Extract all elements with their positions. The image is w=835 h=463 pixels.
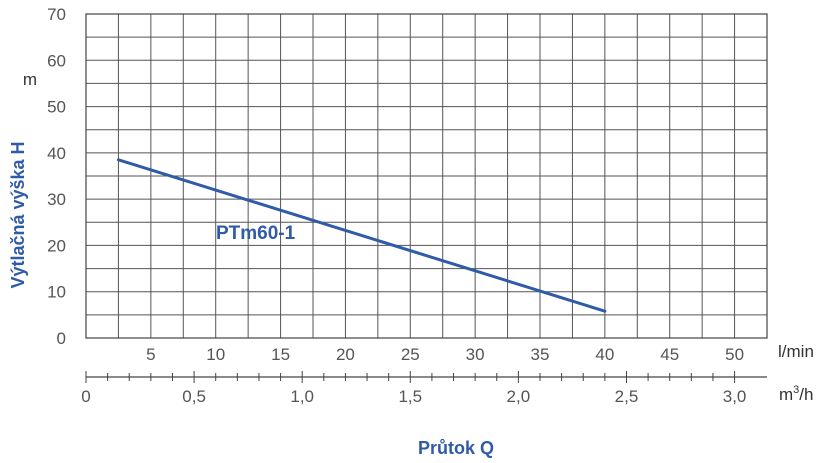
y-axis-ticks: 0 10 20 30 40 50 60 70 (47, 5, 66, 348)
x2-unit-sup: 3 (793, 384, 799, 396)
y-tick-label: 30 (47, 190, 66, 209)
series-line (116, 158, 607, 313)
x-tick-label: 45 (660, 345, 679, 364)
x-tick-label: 20 (336, 345, 355, 364)
x-tick-label: 35 (531, 345, 550, 364)
x-tick-label: 50 (725, 345, 744, 364)
series-label: PTm60-1 (216, 223, 296, 244)
y-unit-label: m (23, 70, 37, 89)
x-axis-title: Průtok Q (418, 438, 494, 458)
x2-unit-tail: /h (799, 385, 813, 404)
grid (85, 13, 768, 339)
x-tick-label: 15 (271, 345, 290, 364)
y-tick-label: 20 (47, 236, 66, 255)
x2-tick-label: 1,5 (398, 387, 422, 406)
y-tick-label: 50 (47, 98, 66, 117)
x2-tick-label: 2,5 (615, 387, 639, 406)
y-tick-label: 60 (47, 51, 66, 70)
series-layer: PTm60-1 (116, 158, 607, 313)
x2-tick-label: 1,0 (290, 387, 314, 406)
secondary-x-axis: 0 0,5 1,0 1,5 2,0 2,5 3,0 (81, 371, 767, 406)
x-tick-label: 25 (401, 345, 420, 364)
x2-unit-label: m3/h (779, 384, 813, 404)
plot-frame (85, 13, 768, 339)
y-axis-title: Výtlačná výška H (8, 141, 28, 288)
y-tick-label: 0 (57, 329, 66, 348)
x2-unit-base: m (779, 385, 793, 404)
x-tick-label: 10 (206, 345, 225, 364)
x2-tick-label: 0,5 (182, 387, 206, 406)
x-tick-label: 40 (595, 345, 614, 364)
x-axis-ticks: 5 10 15 20 25 30 35 40 45 50 (146, 345, 744, 364)
y-tick-label: 70 (47, 5, 66, 24)
y-tick-label: 10 (47, 283, 66, 302)
x2-tick-label: 3,0 (723, 387, 747, 406)
x2-tick-label: 0 (81, 387, 90, 406)
y-tick-label: 40 (47, 144, 66, 163)
x2-tick-label: 2,0 (507, 387, 531, 406)
x-unit-label: l/min (778, 342, 814, 361)
x-tick-label: 5 (146, 345, 155, 364)
x-tick-label: 30 (466, 345, 485, 364)
